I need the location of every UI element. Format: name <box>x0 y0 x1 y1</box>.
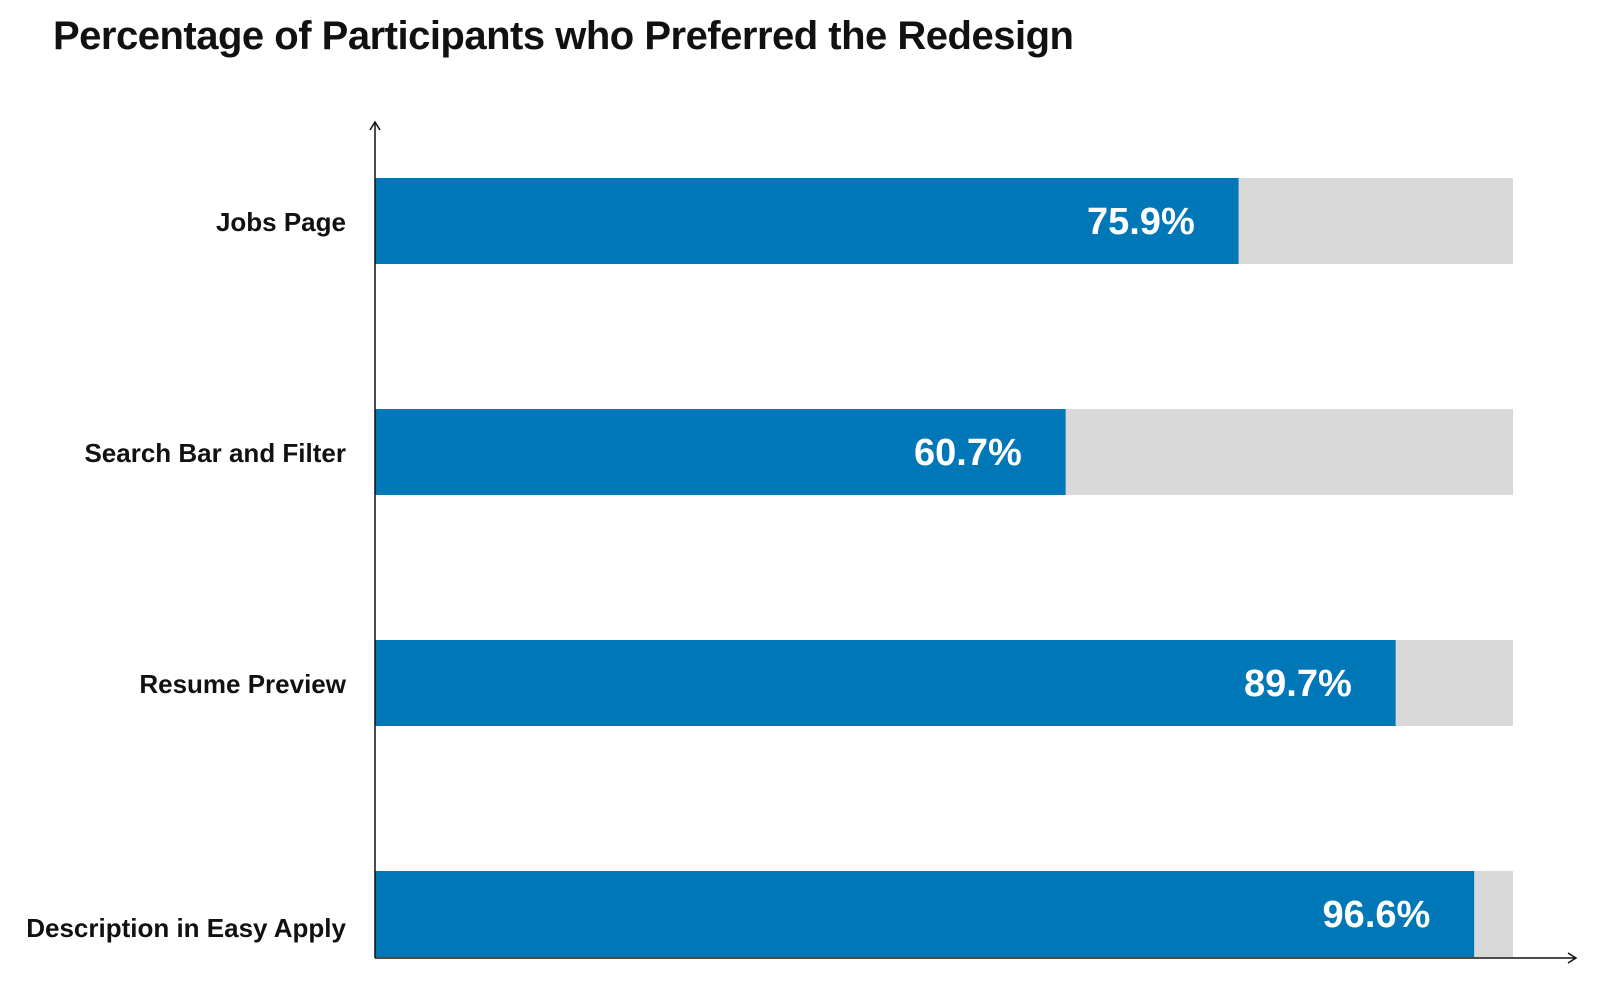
x-axis-arrow-icon <box>1567 952 1578 964</box>
bar-preferred-3 <box>375 871 1475 957</box>
bar-preferred-0 <box>375 178 1239 264</box>
category-label-2: Resume Preview <box>139 669 346 699</box>
axes-layer <box>369 120 1578 964</box>
value-label-1: 60.7% <box>914 432 1022 474</box>
bar-remainder-1 <box>1065 409 1513 495</box>
bar-preferred-2 <box>375 640 1396 726</box>
value-label-0: 75.9% <box>1087 201 1195 243</box>
bar-remainder-0 <box>1238 178 1513 264</box>
bar-remainder-2 <box>1395 640 1513 726</box>
bar-remainder-3 <box>1474 871 1513 957</box>
value-label-3: 96.6% <box>1323 894 1431 936</box>
bars-layer <box>375 178 1513 957</box>
category-label-0: Jobs Page <box>216 207 346 237</box>
category-label-1: Search Bar and Filter <box>84 438 346 468</box>
value-label-2: 89.7% <box>1244 663 1352 705</box>
y-axis-arrow-icon <box>369 120 381 131</box>
category-label-3: Description in Easy Apply <box>26 913 346 943</box>
chart-title: Percentage of Participants who Preferred… <box>53 14 1074 58</box>
labels-layer: 75.9% Jobs Page 60.7% Search Bar and Filter… <box>26 201 1430 943</box>
bar-preferred-1 <box>375 409 1066 495</box>
